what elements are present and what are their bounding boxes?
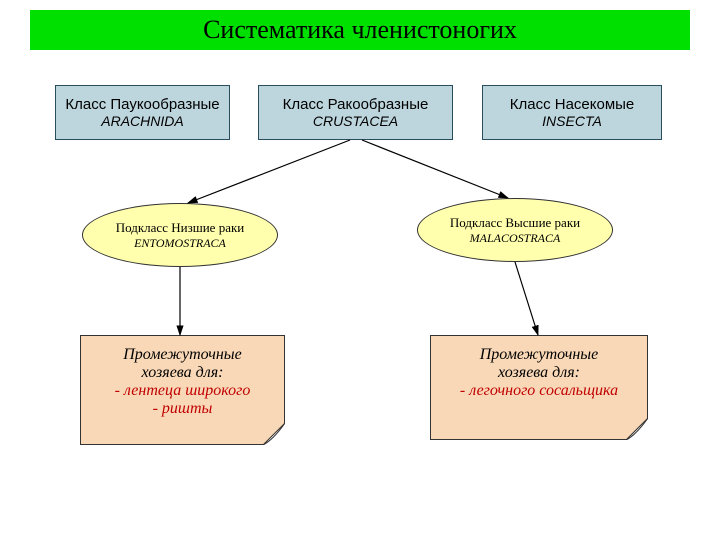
note-heading: Промежуточные [87, 346, 278, 364]
note-left: Промежуточные хозяева для: - лентеца шир… [80, 335, 285, 445]
note-heading: Промежуточные [437, 346, 641, 364]
connectors [0, 0, 720, 540]
class-label-lat: CRUSTACEA [265, 113, 446, 129]
subclass-label-lat: ENTOMOSTRACA [91, 236, 269, 251]
note-item: - легочного сосальщика [437, 382, 641, 400]
note-item: - ришты [87, 400, 278, 418]
subclass-ellipse-entomostraca: Подкласс Низшие раки ENTOMOSTRACA [82, 203, 278, 267]
title-text: Систематика членистоногих [203, 15, 517, 44]
class-box-crustacea: Класс Ракообразные CRUSTACEA [258, 85, 453, 140]
subclass-label-ru: Подкласс Высшие раки [426, 215, 604, 231]
note-fold-icon [626, 418, 648, 440]
subclass-label-lat: MALACOSTRACA [426, 231, 604, 246]
note-fold-icon [263, 423, 285, 445]
note-right: Промежуточные хозяева для: - легочного с… [430, 335, 648, 440]
subclass-ellipse-malacostraca: Подкласс Высшие раки MALACOSTRACA [417, 198, 613, 262]
page-title: Систематика членистоногих [30, 10, 690, 50]
class-box-insecta: Класс Насекомые INSECTA [482, 85, 662, 140]
subclass-label-ru: Подкласс Низшие раки [91, 220, 269, 236]
class-label-ru: Класс Насекомые [489, 96, 655, 113]
note-item: - лентеца широкого [87, 382, 278, 400]
class-label-ru: Класс Паукообразные [62, 96, 223, 113]
class-label-lat: INSECTA [489, 113, 655, 129]
note-heading: хозяева для: [437, 364, 641, 382]
class-label-lat: ARACHNIDA [62, 113, 223, 129]
class-label-ru: Класс Ракообразные [265, 96, 446, 113]
class-box-arachnida: Класс Паукообразные ARACHNIDA [55, 85, 230, 140]
note-heading: хозяева для: [87, 364, 278, 382]
